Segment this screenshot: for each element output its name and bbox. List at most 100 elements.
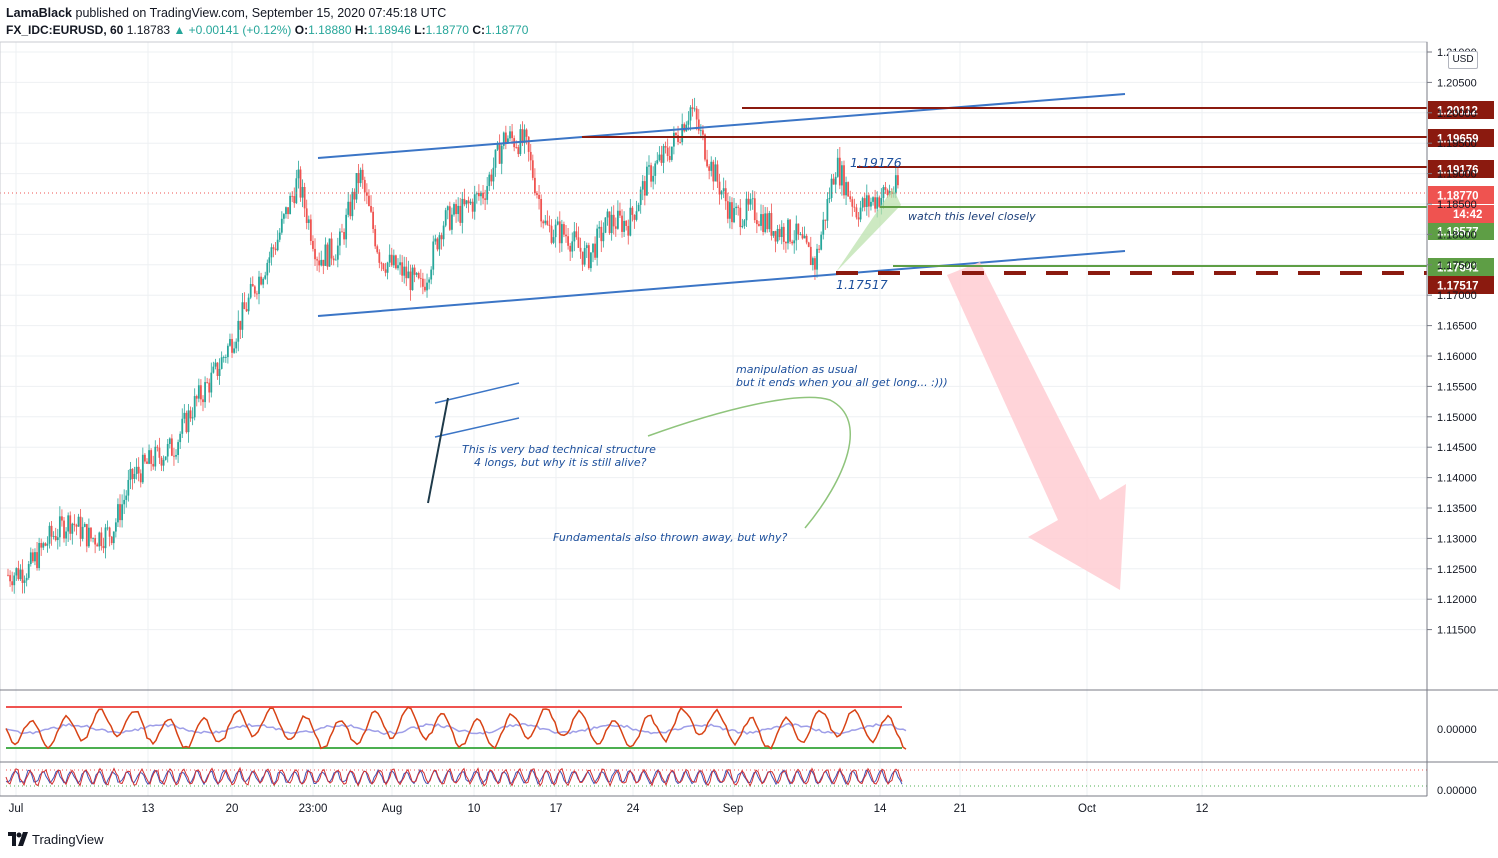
candle-body bbox=[195, 396, 198, 399]
candle-body bbox=[598, 226, 601, 229]
candle-body bbox=[98, 532, 101, 547]
candle-body bbox=[548, 224, 551, 226]
price-badge-label: 1.17517 bbox=[1437, 281, 1479, 293]
candle-body bbox=[834, 176, 837, 185]
tradingview-logo-icon[interactable] bbox=[8, 832, 28, 846]
countdown-badge bbox=[1428, 205, 1494, 223]
candle-body bbox=[546, 220, 549, 225]
annotation-structure-1: This is very bad technical structure bbox=[462, 443, 656, 456]
candle-body bbox=[395, 255, 397, 269]
candle-body bbox=[502, 132, 505, 146]
candle-body bbox=[297, 169, 300, 179]
close-label: C: bbox=[472, 23, 485, 37]
candle-body bbox=[814, 258, 816, 270]
candle-body bbox=[596, 228, 599, 258]
candle-body bbox=[27, 564, 30, 578]
candle-body bbox=[702, 130, 704, 135]
candle-body bbox=[168, 438, 171, 445]
candle-body bbox=[405, 266, 408, 279]
annotation-structure-2: 4 longs, but why it is still alive? bbox=[474, 456, 647, 469]
candle-body bbox=[724, 188, 727, 202]
candle-body bbox=[419, 278, 422, 279]
candle-body bbox=[58, 516, 61, 538]
candle-body bbox=[619, 210, 621, 216]
candle-body bbox=[753, 198, 756, 221]
candle-body bbox=[762, 214, 764, 232]
candle-body bbox=[536, 193, 538, 195]
candle-body bbox=[399, 262, 401, 266]
channel-upper-line bbox=[317, 93, 1126, 159]
candle-body bbox=[635, 211, 638, 220]
candle-body bbox=[509, 131, 511, 139]
candle-body bbox=[637, 204, 640, 212]
tradingview-brand[interactable]: TradingView bbox=[32, 832, 104, 847]
candle-body bbox=[465, 200, 468, 205]
annotation-fundamentals: Fundamentals also thrown away, but why? bbox=[553, 531, 787, 544]
symbol-name[interactable]: FX_IDC:EURUSD, 60 bbox=[6, 23, 124, 37]
candle-body bbox=[17, 568, 20, 580]
candle-body bbox=[793, 240, 796, 244]
candle-body bbox=[648, 165, 650, 167]
candle-body bbox=[865, 195, 868, 207]
candle-body bbox=[106, 527, 109, 529]
candle-body bbox=[469, 201, 472, 204]
candle-body bbox=[758, 224, 760, 226]
candle-body bbox=[743, 220, 746, 226]
candle-body bbox=[592, 243, 594, 253]
candle-body bbox=[521, 129, 524, 144]
candle-body bbox=[200, 385, 202, 400]
candle-body bbox=[52, 536, 55, 537]
candle-body bbox=[807, 242, 810, 247]
candle-body bbox=[652, 175, 655, 182]
candle-body bbox=[401, 262, 404, 276]
candle-body bbox=[691, 107, 694, 109]
candle-body bbox=[527, 136, 530, 152]
candle-body bbox=[861, 198, 864, 208]
candle-body bbox=[129, 468, 132, 480]
candle-body bbox=[795, 223, 798, 241]
y-tick-label: 1.15500 bbox=[1437, 381, 1477, 393]
candle-body bbox=[604, 217, 607, 233]
candle-body bbox=[722, 188, 725, 192]
candle-body bbox=[695, 108, 698, 120]
candle-body bbox=[809, 246, 812, 266]
symbol-line: FX_IDC:EURUSD, 60 1.18783 ▲ +0.00141 (+0… bbox=[6, 23, 528, 37]
candle-body bbox=[822, 219, 825, 235]
channel-lower-line bbox=[317, 250, 1126, 317]
candle-body bbox=[133, 474, 136, 479]
candle-body bbox=[787, 219, 789, 244]
candle-body bbox=[525, 129, 528, 137]
x-tick-label: 17 bbox=[550, 803, 563, 815]
candle-body bbox=[797, 223, 800, 235]
candle-body bbox=[463, 198, 466, 205]
candle-body bbox=[73, 523, 76, 526]
osc2-main-line bbox=[5, 766, 903, 788]
candle-body bbox=[193, 396, 196, 418]
candle-body bbox=[112, 531, 115, 544]
y-tick-label: 1.14000 bbox=[1437, 473, 1477, 485]
x-tick-label: 23:00 bbox=[299, 803, 328, 815]
candle-body bbox=[766, 213, 769, 230]
candle-body bbox=[552, 237, 555, 243]
author-name[interactable]: LamaBlack bbox=[6, 6, 73, 20]
candle-body bbox=[253, 286, 256, 294]
candle-body bbox=[160, 457, 163, 466]
currency-button[interactable]: USD bbox=[1448, 51, 1478, 69]
candle-body bbox=[293, 196, 296, 204]
candle-body bbox=[660, 154, 663, 163]
candle-body bbox=[457, 205, 460, 215]
candle-body bbox=[179, 433, 182, 443]
sketch-line-3 bbox=[427, 397, 449, 504]
candle-body bbox=[444, 210, 447, 226]
candle-body bbox=[357, 173, 360, 184]
candle-body bbox=[69, 515, 72, 534]
candle-body bbox=[569, 245, 572, 252]
candle-body bbox=[268, 257, 271, 263]
candle-body bbox=[438, 235, 441, 250]
annotation-manipulation-2: but it ends when you all get long... :))… bbox=[736, 376, 948, 389]
candle-body bbox=[19, 569, 22, 580]
candle-body bbox=[417, 273, 420, 279]
bearish-arrow bbox=[947, 262, 1126, 590]
candle-body bbox=[776, 228, 779, 242]
candle-body bbox=[71, 523, 74, 534]
